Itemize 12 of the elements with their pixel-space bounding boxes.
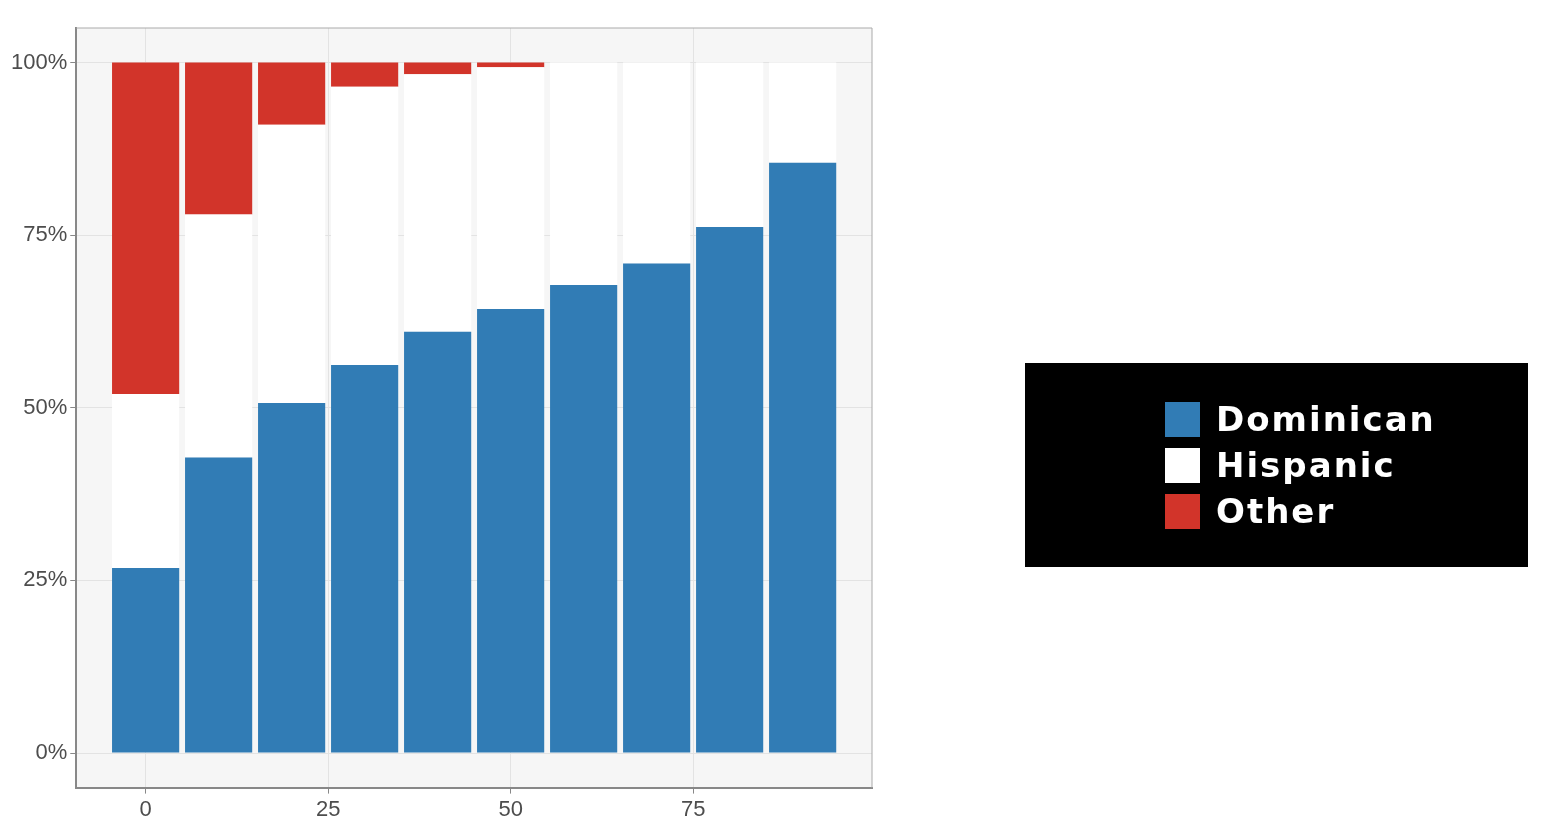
x-tick-label: 50 xyxy=(498,795,523,821)
legend-label: Hispanic xyxy=(1216,445,1396,485)
y-tick-label: 100% xyxy=(10,48,68,74)
y-tick-label: 0% xyxy=(35,739,68,765)
x-tick-label: 0 xyxy=(139,795,152,821)
legend-label: Other xyxy=(1216,491,1336,531)
x-tick-label: 75 xyxy=(680,795,706,821)
y-tick-label: 25% xyxy=(23,566,68,592)
y-tick-label: 75% xyxy=(23,221,68,247)
y-tick-label: 50% xyxy=(23,393,68,419)
x-tick-label: 25 xyxy=(315,795,341,821)
legend-label: Dominican xyxy=(1216,399,1436,439)
